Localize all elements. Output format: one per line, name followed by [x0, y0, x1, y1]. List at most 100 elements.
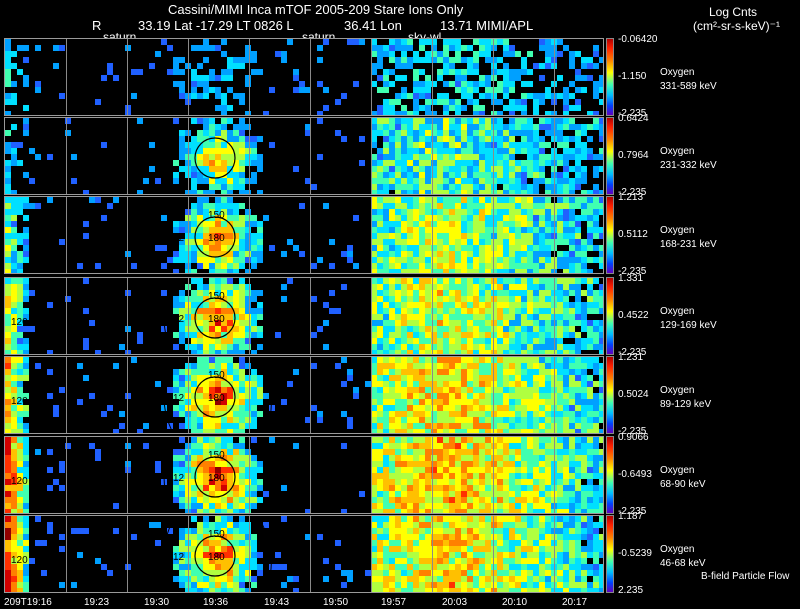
heat-cell [455, 184, 461, 190]
heat-cell [233, 209, 239, 215]
heat-cell [515, 184, 521, 190]
heat-cell [563, 178, 569, 184]
heat-cell [437, 51, 443, 57]
heat-cell [515, 105, 521, 111]
heat-cell [467, 57, 473, 63]
heat-cell [575, 130, 581, 136]
heat-cell [491, 178, 497, 184]
heat-cell [101, 215, 107, 221]
heat-cell [503, 81, 509, 87]
heat-cell [209, 130, 215, 136]
heat-cell [5, 172, 11, 178]
heat-cell [383, 105, 389, 111]
heat-cell [413, 215, 419, 221]
heat-cell [569, 227, 575, 233]
heat-cell [443, 45, 449, 51]
heat-cell [569, 93, 575, 99]
heat-cell [509, 215, 515, 221]
heat-cell [203, 124, 209, 130]
heat-cell [461, 184, 467, 190]
heat-cell [383, 245, 389, 251]
heat-cell [575, 105, 581, 111]
colorbar-max-label: 1.331 [618, 273, 644, 284]
heat-cell [443, 239, 449, 245]
heat-cell [569, 154, 575, 160]
heat-cell [527, 184, 533, 190]
heat-cell [539, 197, 545, 203]
heat-cell [425, 197, 431, 203]
heat-cell [509, 190, 515, 194]
heat-cell [227, 184, 233, 190]
heat-cell [587, 154, 593, 160]
heat-cell [11, 209, 17, 215]
heat-cell [191, 93, 197, 99]
grid-line-vertical [432, 118, 433, 194]
heat-cell [191, 81, 197, 87]
heat-cell [557, 215, 563, 221]
heat-cell [5, 93, 11, 99]
heat-cell [383, 69, 389, 75]
heat-cell [431, 51, 437, 57]
heat-cell [497, 221, 503, 227]
heat-cell [479, 124, 485, 130]
heat-cell [599, 81, 603, 87]
heat-cell [437, 227, 443, 233]
heat-cell [197, 215, 203, 221]
contour-label-150: 150 [208, 210, 225, 221]
heat-cell [377, 130, 383, 136]
heat-cell [209, 215, 215, 221]
heat-cell [515, 215, 521, 221]
heat-cell [485, 215, 491, 221]
heat-cell [593, 51, 599, 57]
heat-cell [377, 51, 383, 57]
heat-cell [515, 69, 521, 75]
heat-cell [563, 93, 569, 99]
heat-cell [503, 130, 509, 136]
heat-cell [359, 160, 365, 166]
heat-cell [485, 172, 491, 178]
heat-cell [449, 130, 455, 136]
heat-cell [29, 148, 35, 154]
heat-cell [215, 124, 221, 130]
heat-cell [419, 45, 425, 51]
heat-cell [521, 93, 527, 99]
heat-cell [389, 105, 395, 111]
heat-cell [257, 160, 263, 166]
heat-cell [293, 166, 299, 172]
heat-cell [239, 63, 245, 69]
heat-cell [509, 227, 515, 233]
heat-cell [239, 136, 245, 142]
heat-cell [509, 209, 515, 215]
heat-cell [443, 233, 449, 239]
heat-cell [245, 124, 251, 130]
heat-cell [425, 136, 431, 142]
heat-cell [221, 239, 227, 245]
heat-cell [425, 178, 431, 184]
contour-label-120: 120 [11, 555, 28, 566]
heat-cell [269, 142, 275, 148]
heat-cell [377, 124, 383, 130]
heat-cell [413, 105, 419, 111]
heat-cell [575, 227, 581, 233]
heat-cell [209, 136, 215, 142]
heat-cell [413, 148, 419, 154]
panel-species-label: Oxygen [660, 465, 695, 476]
heat-cell [371, 239, 377, 245]
heat-cell [203, 190, 209, 194]
heat-cell [461, 178, 467, 184]
heat-cell [407, 160, 413, 166]
heat-cell [545, 57, 551, 63]
contour-overlay [163, 360, 272, 433]
heat-cell [557, 75, 563, 81]
heat-cell [371, 51, 377, 57]
heat-cell [479, 45, 485, 51]
heat-cell [239, 190, 245, 194]
heat-cell [563, 172, 569, 178]
heat-cell [17, 45, 23, 51]
heat-cell [563, 87, 569, 93]
heat-cell [443, 160, 449, 166]
heat-cell [419, 39, 425, 45]
heat-cell [593, 209, 599, 215]
heat-cell [425, 166, 431, 172]
heat-cell [377, 172, 383, 178]
